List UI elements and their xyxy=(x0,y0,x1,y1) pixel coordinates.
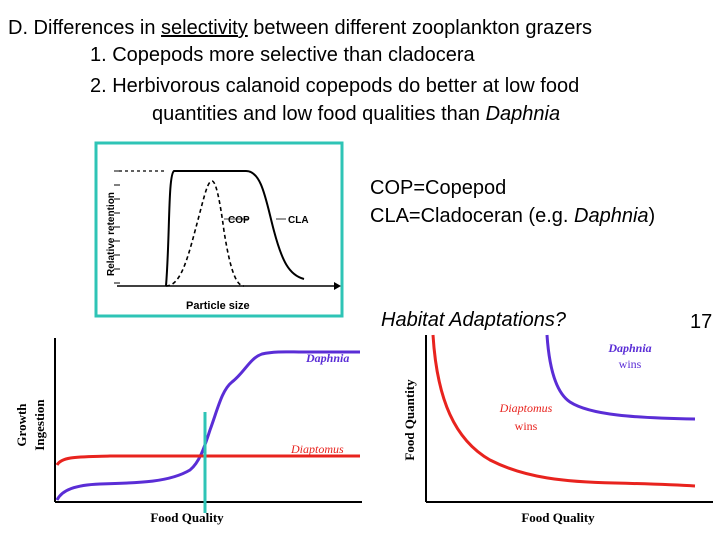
cla-curve xyxy=(165,170,305,287)
point-1: 1. Copepods more selective than cladocer… xyxy=(90,44,475,66)
retention-diagram: Relative retention Particle size COP CLA xyxy=(94,141,344,318)
retention-frame xyxy=(94,141,344,318)
diaptomus-label: Diaptomus xyxy=(290,442,344,456)
quantity-ylabel: Food Quantity xyxy=(402,379,417,461)
quantity-xlabel: Food Quality xyxy=(521,510,595,525)
retention-xlabel: Particle size xyxy=(186,300,250,312)
diaptomus-curve xyxy=(55,454,360,466)
growth-xlabel: Food Quality xyxy=(150,510,224,525)
growth-ylabel-line1: Growth xyxy=(14,403,29,447)
diaptomus-boundary xyxy=(431,334,696,488)
point-2-continued: quantities and low food qualities than D… xyxy=(152,103,560,126)
legend-cla-suffix: ) xyxy=(648,205,656,227)
diaptomus-wins-sub: wins xyxy=(515,419,538,433)
daphnia-boundary xyxy=(545,334,696,421)
retention-x-arrow xyxy=(334,282,341,290)
habitat-question: Habitat Adaptations? xyxy=(381,309,566,331)
growth-diagram: Growth Ingestion Daphnia Diaptomus Food … xyxy=(14,338,362,525)
legend-cop: COP=Copepod xyxy=(370,177,507,199)
daphnia-wins-sub: wins xyxy=(619,357,642,371)
daphnia-wins-label: Daphnia xyxy=(607,341,651,355)
legend-cla-prefix: CLA=Cladoceran (e.g. xyxy=(370,205,575,227)
heading-suffix: between different zooplankton grazers xyxy=(247,17,593,39)
daphnia-label: Daphnia xyxy=(305,351,349,365)
retention-ylabel: Relative retention xyxy=(106,192,117,276)
cla-label: CLA xyxy=(288,215,309,226)
point-2: 2. Herbivorous calanoid copepods do bett… xyxy=(90,75,580,97)
slide-heading: D. Differences in selectivity between di… xyxy=(8,16,592,40)
growth-ylabel-line2: Ingestion xyxy=(32,399,47,451)
daphnia-curve xyxy=(55,350,360,501)
diaptomus-wins-label: Diaptomus xyxy=(499,401,553,415)
slide-number: 17 xyxy=(690,311,713,333)
cop-label: COP xyxy=(228,215,250,226)
quantity-diagram: Food Quantity Daphnia wins Diaptomus win… xyxy=(402,334,713,525)
legend-cla-italic: Daphnia xyxy=(574,205,649,227)
point-2-continued-text: quantities and low food qualities than xyxy=(152,103,486,125)
legend-cla: CLA=Cladoceran (e.g. Daphnia) xyxy=(370,205,655,228)
heading-underlined-term: selectivity xyxy=(161,17,248,39)
heading-prefix: D. Differences in xyxy=(8,17,162,39)
point-2-italic-tail: Daphnia xyxy=(485,103,561,125)
